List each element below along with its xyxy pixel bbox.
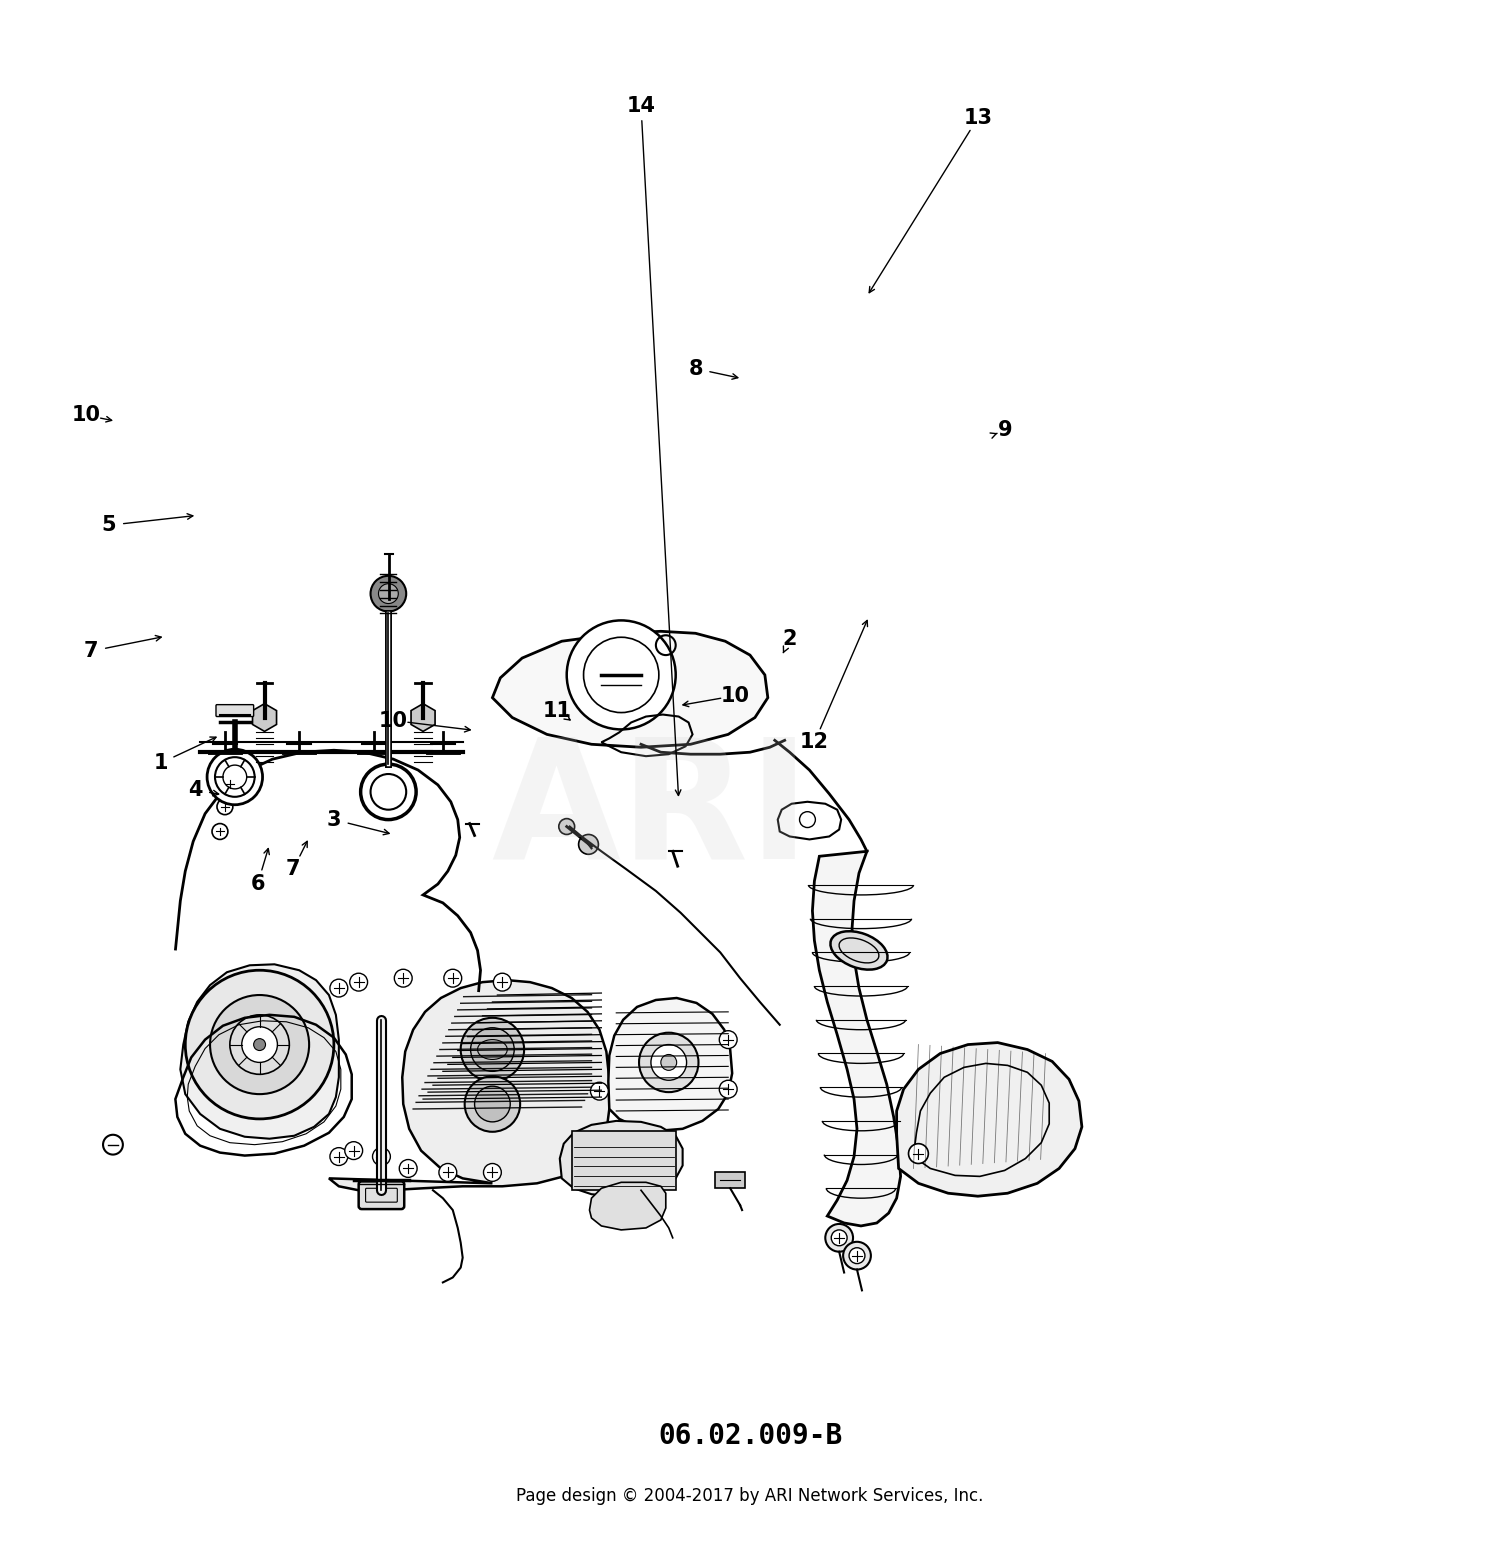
FancyBboxPatch shape <box>216 705 254 717</box>
Circle shape <box>207 750 262 805</box>
Text: 3: 3 <box>327 810 340 830</box>
Circle shape <box>471 1027 514 1071</box>
Text: 5: 5 <box>102 515 117 535</box>
Circle shape <box>230 1015 290 1074</box>
Text: 6: 6 <box>251 874 266 894</box>
Circle shape <box>394 970 412 987</box>
Polygon shape <box>411 703 435 731</box>
Polygon shape <box>328 981 609 1190</box>
Circle shape <box>211 824 228 840</box>
Polygon shape <box>590 1183 666 1229</box>
Circle shape <box>330 979 348 996</box>
Circle shape <box>494 973 512 992</box>
Circle shape <box>639 1032 699 1093</box>
Circle shape <box>399 1159 417 1178</box>
Text: 13: 13 <box>963 109 993 127</box>
Circle shape <box>254 1038 266 1051</box>
Circle shape <box>579 835 598 854</box>
Text: 12: 12 <box>800 733 830 753</box>
Circle shape <box>440 1164 456 1181</box>
Text: 11: 11 <box>543 700 572 720</box>
Circle shape <box>222 776 238 792</box>
Circle shape <box>465 1076 520 1131</box>
Circle shape <box>662 1054 676 1071</box>
FancyBboxPatch shape <box>572 1131 675 1190</box>
FancyBboxPatch shape <box>716 1172 746 1189</box>
Circle shape <box>345 1142 363 1159</box>
Circle shape <box>370 576 406 611</box>
Circle shape <box>378 584 399 604</box>
Polygon shape <box>560 1121 682 1197</box>
Text: 10: 10 <box>720 686 750 706</box>
Circle shape <box>474 1086 510 1122</box>
Circle shape <box>372 1147 390 1166</box>
Polygon shape <box>180 964 339 1139</box>
Circle shape <box>651 1044 687 1080</box>
Ellipse shape <box>831 931 888 970</box>
Circle shape <box>350 973 368 992</box>
Text: 14: 14 <box>627 96 656 116</box>
Text: Page design © 2004-2017 by ARI Network Services, Inc.: Page design © 2004-2017 by ARI Network S… <box>516 1487 984 1504</box>
Text: 8: 8 <box>688 359 703 379</box>
Circle shape <box>186 970 334 1119</box>
Circle shape <box>483 1164 501 1181</box>
FancyBboxPatch shape <box>358 1181 404 1209</box>
Text: 4: 4 <box>188 779 202 799</box>
Circle shape <box>843 1242 872 1270</box>
Text: 10: 10 <box>72 405 100 425</box>
Text: 7: 7 <box>84 641 99 661</box>
Circle shape <box>104 1135 123 1155</box>
Circle shape <box>909 1144 928 1164</box>
Circle shape <box>831 1229 848 1246</box>
Polygon shape <box>492 632 768 747</box>
Circle shape <box>720 1080 736 1099</box>
Circle shape <box>210 995 309 1094</box>
Circle shape <box>242 1027 278 1063</box>
Circle shape <box>849 1248 865 1263</box>
Polygon shape <box>252 703 276 731</box>
Text: 9: 9 <box>999 421 1012 441</box>
Text: 06.02.009-B: 06.02.009-B <box>658 1422 842 1450</box>
Circle shape <box>591 1082 609 1100</box>
Text: 10: 10 <box>380 711 408 731</box>
Text: 7: 7 <box>286 860 300 878</box>
Text: ARI: ARI <box>492 729 810 894</box>
Circle shape <box>560 818 574 835</box>
Text: 1: 1 <box>153 753 168 773</box>
Circle shape <box>460 1018 524 1082</box>
Circle shape <box>720 1031 736 1049</box>
Polygon shape <box>813 852 900 1226</box>
Polygon shape <box>609 998 732 1131</box>
Circle shape <box>825 1225 854 1252</box>
Circle shape <box>217 799 232 815</box>
Circle shape <box>444 970 462 987</box>
Circle shape <box>330 1147 348 1166</box>
Text: 2: 2 <box>783 629 796 649</box>
Polygon shape <box>897 1043 1082 1197</box>
Circle shape <box>567 621 675 729</box>
